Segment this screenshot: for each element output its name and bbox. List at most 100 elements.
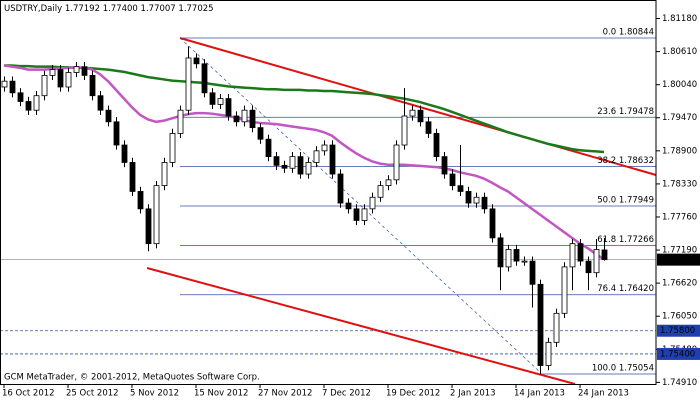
candle-body <box>73 66 80 73</box>
fibo-label: 61.8 1.77266 <box>597 235 654 245</box>
fibo-label: 76.4 1.76420 <box>597 284 654 294</box>
candle-body <box>529 260 536 285</box>
candle-body <box>89 74 96 97</box>
candle-body <box>313 150 320 163</box>
candle-body <box>81 66 88 76</box>
price-box <box>657 347 700 360</box>
candle-body <box>521 260 528 263</box>
candle-body <box>457 185 464 192</box>
candle-body <box>201 63 208 94</box>
candle-body <box>249 109 256 129</box>
candle-body <box>433 133 440 158</box>
candle-body <box>369 196 376 210</box>
y-tick-label: 1.81180 <box>662 14 697 24</box>
price-label: 1.77025 <box>660 255 695 265</box>
candle-body <box>41 74 48 97</box>
candle-body <box>161 162 168 187</box>
candle-body <box>401 115 408 146</box>
candle-body <box>489 208 496 239</box>
footer: GCM MetaTrader, © 2001-2012, MetaQuotes … <box>4 373 260 383</box>
y-tick-label: 1.76620 <box>662 279 697 289</box>
quote: 1.77007 <box>141 4 176 14</box>
candle-body <box>57 69 64 88</box>
candle-body <box>97 95 104 111</box>
candle-body <box>361 208 368 221</box>
candle-body <box>137 191 144 210</box>
y-tick-label: 1.80040 <box>662 80 697 90</box>
candle-body <box>17 92 24 102</box>
x-tick-label: 16 Oct 2012 <box>2 389 55 399</box>
candle-body <box>393 144 400 181</box>
x-tick-label: 24 Jan 2013 <box>578 389 629 399</box>
candle-body <box>553 312 560 343</box>
x-tick-label: 15 Nov 2012 <box>194 389 248 399</box>
fibo-label: 38.2 1.78632 <box>597 156 654 166</box>
candle-body <box>321 144 328 152</box>
candle-body <box>417 109 424 123</box>
candle-body <box>169 133 176 163</box>
moving-average <box>4 64 605 154</box>
candle-body <box>129 162 136 192</box>
fibo-diagonal <box>179 37 541 373</box>
candle-body <box>385 179 392 187</box>
candle-body <box>273 156 280 166</box>
candle-body <box>481 196 488 210</box>
x-tick-label: 27 Nov 2012 <box>258 389 312 399</box>
trend-line <box>146 267 576 385</box>
candle-body <box>113 121 120 146</box>
candle-body <box>289 156 296 169</box>
candle-body <box>425 121 432 134</box>
candle-body <box>377 185 384 198</box>
plot-frame <box>0 0 657 385</box>
candle-body <box>497 237 504 268</box>
candle-body <box>1 80 8 88</box>
x-tick-label: 7 Dec 2012 <box>322 389 371 399</box>
y-tick-label: 1.78900 <box>662 146 697 156</box>
candle-body <box>193 57 200 65</box>
candle-body <box>337 173 344 204</box>
candle-body <box>345 202 352 210</box>
candle-body <box>353 208 360 221</box>
candle-body <box>105 109 112 123</box>
candle-body <box>153 185 160 245</box>
candle-body <box>561 266 568 314</box>
fibo-label: 50.0 1.77949 <box>597 196 654 206</box>
marks <box>1 46 608 375</box>
candle-body <box>121 144 128 163</box>
candle-body <box>233 115 240 123</box>
x-tick-label: 5 Nov 2012 <box>130 389 179 399</box>
candle-body <box>569 243 576 268</box>
x-tick-label: 25 Oct 2012 <box>66 389 119 399</box>
candle-body <box>329 144 336 175</box>
candle-body <box>281 164 288 169</box>
x-tick-label: 19 Dec 2012 <box>386 389 440 399</box>
y-tick-label: 1.78330 <box>662 179 697 189</box>
candle-body <box>441 156 448 175</box>
fibo-label: 23.6 1.79478 <box>597 107 654 117</box>
candle-body <box>513 249 520 262</box>
candle-body <box>409 109 416 117</box>
price-label: 1.75400 <box>660 349 695 359</box>
candle-body <box>537 283 544 366</box>
quote: 1.77192 <box>65 4 100 14</box>
candle-body <box>601 249 608 261</box>
candle-body <box>49 69 56 76</box>
candle-body <box>65 72 72 88</box>
y-tick-label: 1.76050 <box>662 312 697 322</box>
price-box <box>657 324 700 337</box>
candle-body <box>265 138 272 158</box>
candle-body <box>25 101 32 111</box>
y-tick-label: 1.77190 <box>662 246 697 256</box>
chart-header: USDTRY,Daily 1.77192 1.77400 1.77007 1.7… <box>4 4 214 14</box>
candle-body <box>241 109 248 123</box>
candle-body <box>209 92 216 105</box>
candle-body <box>225 98 232 117</box>
x-tick-label: 2 Jan 2013 <box>450 389 496 399</box>
quote: 1.77025 <box>178 4 213 14</box>
candle-body <box>9 80 16 94</box>
quote: 1.77400 <box>103 4 138 14</box>
y-tick-label: 1.74910 <box>662 378 697 388</box>
candle-body <box>257 127 264 140</box>
